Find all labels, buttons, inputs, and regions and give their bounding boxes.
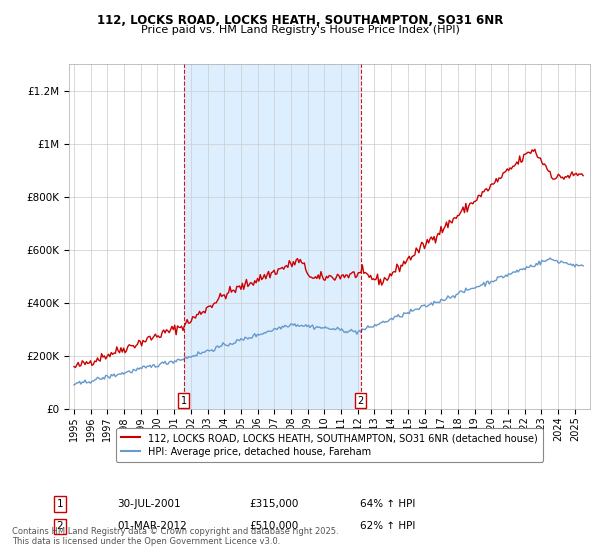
Text: 112, LOCKS ROAD, LOCKS HEATH, SOUTHAMPTON, SO31 6NR: 112, LOCKS ROAD, LOCKS HEATH, SOUTHAMPTO…	[97, 14, 503, 27]
Text: £315,000: £315,000	[249, 499, 298, 509]
Legend: 112, LOCKS ROAD, LOCKS HEATH, SOUTHAMPTON, SO31 6NR (detached house), HPI: Avera: 112, LOCKS ROAD, LOCKS HEATH, SOUTHAMPTO…	[116, 428, 543, 462]
Text: 01-MAR-2012: 01-MAR-2012	[117, 521, 187, 531]
Text: 1: 1	[56, 499, 64, 509]
Text: £510,000: £510,000	[249, 521, 298, 531]
Text: 2: 2	[358, 396, 364, 406]
Text: Contains HM Land Registry data © Crown copyright and database right 2025.
This d: Contains HM Land Registry data © Crown c…	[12, 526, 338, 546]
Bar	[184, 64, 361, 409]
Text: 62% ↑ HPI: 62% ↑ HPI	[360, 521, 415, 531]
Text: 1: 1	[181, 396, 187, 406]
Text: 64% ↑ HPI: 64% ↑ HPI	[360, 499, 415, 509]
Text: 2: 2	[56, 521, 64, 531]
Text: Price paid vs. HM Land Registry's House Price Index (HPI): Price paid vs. HM Land Registry's House …	[140, 25, 460, 35]
Text: 30-JUL-2001: 30-JUL-2001	[117, 499, 181, 509]
